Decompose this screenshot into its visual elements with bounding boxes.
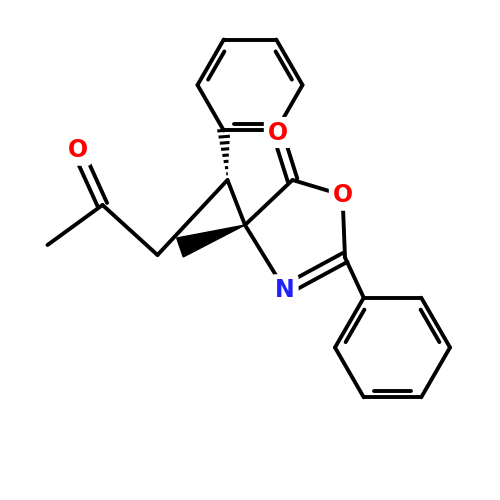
Text: O: O — [68, 138, 87, 162]
Text: O: O — [332, 183, 352, 207]
Text: O: O — [268, 120, 287, 144]
Text: N: N — [275, 278, 295, 302]
Polygon shape — [176, 225, 245, 257]
Text: O: O — [332, 183, 352, 207]
Text: N: N — [275, 278, 295, 302]
Text: O: O — [68, 138, 87, 162]
Text: O: O — [268, 120, 287, 144]
